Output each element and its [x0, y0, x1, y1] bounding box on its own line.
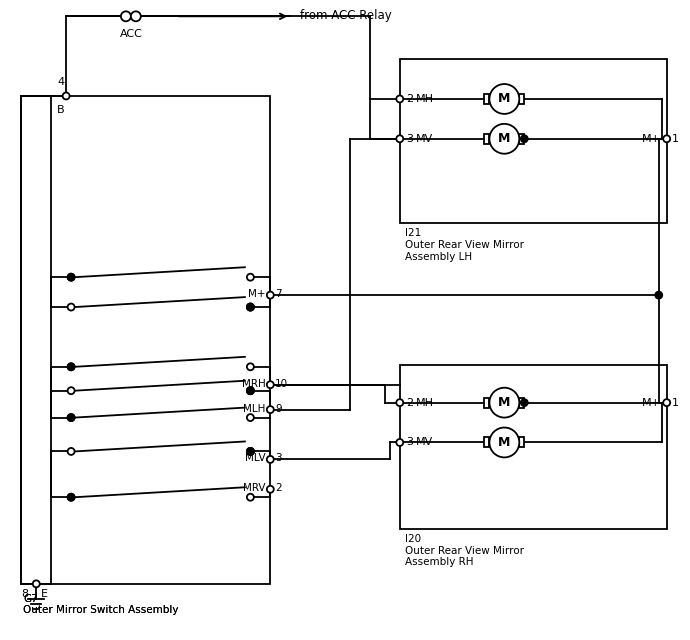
Circle shape [489, 388, 520, 417]
Circle shape [247, 448, 254, 455]
Text: 1: 1 [671, 134, 679, 144]
Text: I21
Outer Rear View Mirror
Assembly LH: I21 Outer Rear View Mirror Assembly LH [405, 228, 524, 262]
Circle shape [247, 448, 254, 455]
Circle shape [68, 414, 75, 421]
Bar [484, 94, 489, 104]
Circle shape [247, 387, 254, 394]
Text: E: E [41, 589, 48, 599]
Text: M+: M+ [642, 134, 661, 144]
Text: 3: 3 [406, 134, 413, 144]
Text: MRV: MRV [243, 483, 266, 493]
Text: I20
Outer Rear View Mirror
Assembly RH: I20 Outer Rear View Mirror Assembly RH [405, 534, 524, 567]
Text: 8: 8 [21, 589, 28, 599]
Text: M+: M+ [642, 397, 661, 408]
Bar [484, 438, 489, 447]
Text: M+: M+ [248, 289, 266, 299]
Circle shape [489, 428, 520, 458]
Circle shape [521, 135, 528, 142]
Text: M: M [498, 92, 511, 106]
Text: G7
Outer Mirror Switch Assembly: G7 Outer Mirror Switch Assembly [23, 594, 179, 616]
Text: MLV: MLV [245, 453, 266, 463]
Circle shape [267, 456, 274, 463]
Text: MH: MH [415, 397, 434, 408]
Circle shape [247, 303, 254, 310]
Circle shape [663, 399, 670, 406]
Circle shape [68, 274, 75, 281]
Text: 3: 3 [275, 453, 282, 463]
Circle shape [247, 303, 254, 310]
Circle shape [247, 364, 254, 371]
Circle shape [396, 135, 403, 142]
Circle shape [396, 439, 403, 446]
Text: from ACC Relay: from ACC Relay [300, 9, 392, 22]
Text: 9: 9 [275, 404, 282, 413]
Circle shape [521, 399, 528, 406]
Circle shape [656, 292, 662, 299]
Text: 1: 1 [671, 397, 679, 408]
Circle shape [68, 414, 75, 421]
Bar [484, 397, 489, 408]
Text: 2: 2 [406, 397, 413, 408]
Text: MV: MV [415, 438, 433, 447]
Circle shape [267, 381, 274, 388]
Bar [520, 134, 524, 144]
Bar [484, 134, 489, 144]
Circle shape [131, 12, 141, 21]
Text: M: M [498, 396, 511, 409]
Text: 3: 3 [406, 438, 413, 447]
Text: 2: 2 [406, 94, 413, 104]
Bar [21, 96, 270, 584]
Circle shape [68, 387, 75, 394]
Circle shape [247, 414, 254, 421]
Text: 2: 2 [275, 483, 282, 493]
Text: M: M [498, 132, 511, 145]
Text: MLH: MLH [243, 404, 266, 413]
Circle shape [267, 292, 274, 299]
Circle shape [489, 124, 520, 154]
Text: M: M [498, 436, 511, 449]
Circle shape [32, 580, 40, 588]
Circle shape [121, 12, 131, 21]
Circle shape [267, 486, 274, 493]
Circle shape [663, 135, 670, 142]
Text: B: B [57, 105, 65, 115]
Bar [400, 59, 667, 223]
Circle shape [68, 303, 75, 310]
Circle shape [247, 387, 254, 394]
Circle shape [247, 448, 254, 455]
Circle shape [68, 274, 75, 281]
Text: G7
Outer Mirror Switch Assembly: G7 Outer Mirror Switch Assembly [23, 594, 179, 616]
Circle shape [247, 274, 254, 281]
Circle shape [68, 448, 75, 455]
Circle shape [396, 399, 403, 406]
Circle shape [396, 95, 403, 102]
Circle shape [247, 303, 254, 310]
Text: MRH: MRH [241, 379, 266, 388]
Bar [520, 438, 524, 447]
Text: 7: 7 [275, 289, 282, 299]
Circle shape [247, 387, 254, 394]
Text: 4: 4 [57, 77, 65, 87]
Circle shape [63, 93, 70, 99]
Text: 10: 10 [275, 379, 288, 388]
Bar [520, 397, 524, 408]
Circle shape [68, 364, 75, 371]
Text: MH: MH [415, 94, 434, 104]
Bar [520, 94, 524, 104]
Text: MV: MV [415, 134, 433, 144]
Text: ACC: ACC [119, 29, 142, 39]
Circle shape [68, 493, 75, 500]
Bar [400, 365, 667, 529]
Circle shape [247, 493, 254, 500]
Circle shape [267, 406, 274, 413]
Circle shape [489, 84, 520, 114]
Circle shape [68, 364, 75, 371]
Circle shape [68, 493, 75, 500]
